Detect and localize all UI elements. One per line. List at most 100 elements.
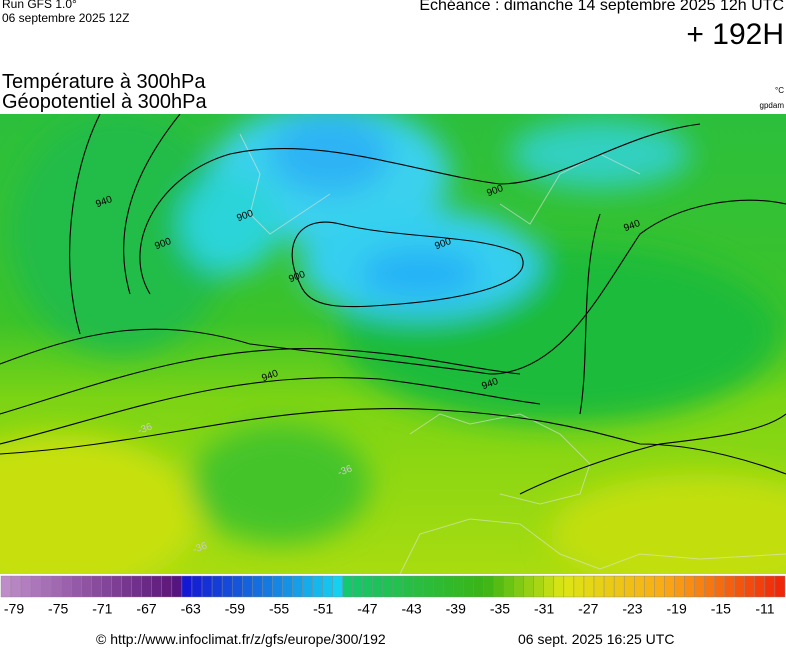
temperature-field xyxy=(0,114,786,574)
color-scale-labels: -79 -75 -71 -67 -63 -59 -55 -51 -47 -43 -39 -35 -31 -… xyxy=(4,601,775,617)
scale-label: -19 xyxy=(667,601,687,617)
color-cell xyxy=(553,575,565,598)
scale-label: -47 xyxy=(357,601,377,617)
color-cell xyxy=(422,575,434,598)
run-date: 06 septembre 2025 12Z xyxy=(2,11,130,25)
color-cell xyxy=(372,575,384,598)
color-cell xyxy=(161,575,173,598)
color-cell xyxy=(151,575,163,598)
color-scale xyxy=(0,575,786,598)
color-cell xyxy=(654,575,665,598)
color-cell xyxy=(754,575,766,598)
color-cell xyxy=(262,575,273,598)
color-cell xyxy=(674,575,685,598)
color-cell xyxy=(412,575,424,598)
source-credit: © http://www.infoclimat.fr/z/gfs/europe/… xyxy=(96,631,386,647)
color-cell xyxy=(272,575,283,598)
color-cell xyxy=(503,575,514,598)
color-cell xyxy=(51,575,62,598)
color-cell xyxy=(613,575,625,598)
color-cell xyxy=(603,575,615,598)
color-cell xyxy=(41,575,52,598)
color-cell xyxy=(91,575,102,598)
contour-label: -36 xyxy=(136,421,154,436)
title-temperature: Température à 300hPa xyxy=(2,71,206,93)
scale-label: -35 xyxy=(490,601,510,617)
lead-time: + 192H xyxy=(686,18,784,51)
run-label: Run GFS 1.0° xyxy=(2,0,77,11)
color-cell xyxy=(312,575,323,598)
color-cell xyxy=(694,575,705,598)
color-cell xyxy=(131,575,142,598)
color-cell xyxy=(181,575,193,598)
color-cell xyxy=(473,575,484,598)
scale-label: -11 xyxy=(755,601,774,617)
color-cell xyxy=(644,575,655,598)
color-cell xyxy=(111,575,122,598)
color-cell xyxy=(322,575,333,598)
color-cell xyxy=(392,575,404,598)
color-cell xyxy=(242,575,253,598)
color-cell xyxy=(141,575,152,598)
scale-label: -59 xyxy=(225,601,245,617)
color-cell xyxy=(252,575,263,598)
color-cell xyxy=(71,575,82,598)
color-cell xyxy=(10,575,22,598)
title-geopotential: Géopotentiel à 300hPa xyxy=(2,91,207,113)
scale-label: -43 xyxy=(401,601,421,617)
color-cell xyxy=(543,575,555,598)
geopotential-contours xyxy=(0,114,786,495)
color-cell xyxy=(402,575,414,598)
color-cell xyxy=(20,575,32,598)
color-cell xyxy=(211,575,223,598)
color-cell xyxy=(171,575,183,598)
color-cell xyxy=(513,575,524,598)
color-cell xyxy=(523,575,534,598)
color-cell xyxy=(664,575,675,598)
color-cell xyxy=(231,575,243,598)
color-cell xyxy=(774,575,786,598)
unit-temperature: °C xyxy=(775,86,784,95)
scale-label: -67 xyxy=(136,601,156,617)
generated-time: 06 sept. 2025 16:25 UTC xyxy=(518,631,675,647)
scale-label: -79 xyxy=(4,601,24,617)
color-cell xyxy=(623,575,635,598)
scale-label: -23 xyxy=(622,601,642,617)
color-cell xyxy=(634,575,645,598)
contour-label: -36 xyxy=(336,463,354,478)
color-cell xyxy=(332,575,343,598)
scale-label: -39 xyxy=(446,601,466,617)
color-cell xyxy=(463,575,474,598)
color-cell xyxy=(714,575,725,598)
scale-label: -75 xyxy=(48,601,68,617)
color-cell xyxy=(282,575,293,598)
color-cell xyxy=(563,575,575,598)
color-cell xyxy=(201,575,213,598)
scale-label: -31 xyxy=(534,601,554,617)
color-cell xyxy=(352,575,364,598)
color-cell xyxy=(734,575,745,598)
color-cell xyxy=(573,575,585,598)
contour-label: -36 xyxy=(191,540,209,555)
valid-time: Echéance : dimanche 14 septembre 2025 12… xyxy=(419,0,784,14)
unit-geopotential: gpdam xyxy=(759,101,784,110)
scale-label: -27 xyxy=(578,601,598,617)
color-cell xyxy=(764,575,776,598)
color-cell xyxy=(362,575,374,598)
color-cell xyxy=(724,575,735,598)
scale-label: -51 xyxy=(313,601,333,617)
scale-label: -71 xyxy=(92,601,112,617)
scale-label: -55 xyxy=(269,601,289,617)
color-cell xyxy=(191,575,203,598)
color-cell xyxy=(302,575,313,598)
color-cell xyxy=(493,575,504,598)
color-cell xyxy=(221,575,233,598)
color-cell xyxy=(533,575,544,598)
color-cell xyxy=(744,575,756,598)
scale-label: -15 xyxy=(711,601,731,617)
scale-label: -63 xyxy=(181,601,201,617)
color-cell xyxy=(292,575,303,598)
color-cell xyxy=(483,575,494,598)
